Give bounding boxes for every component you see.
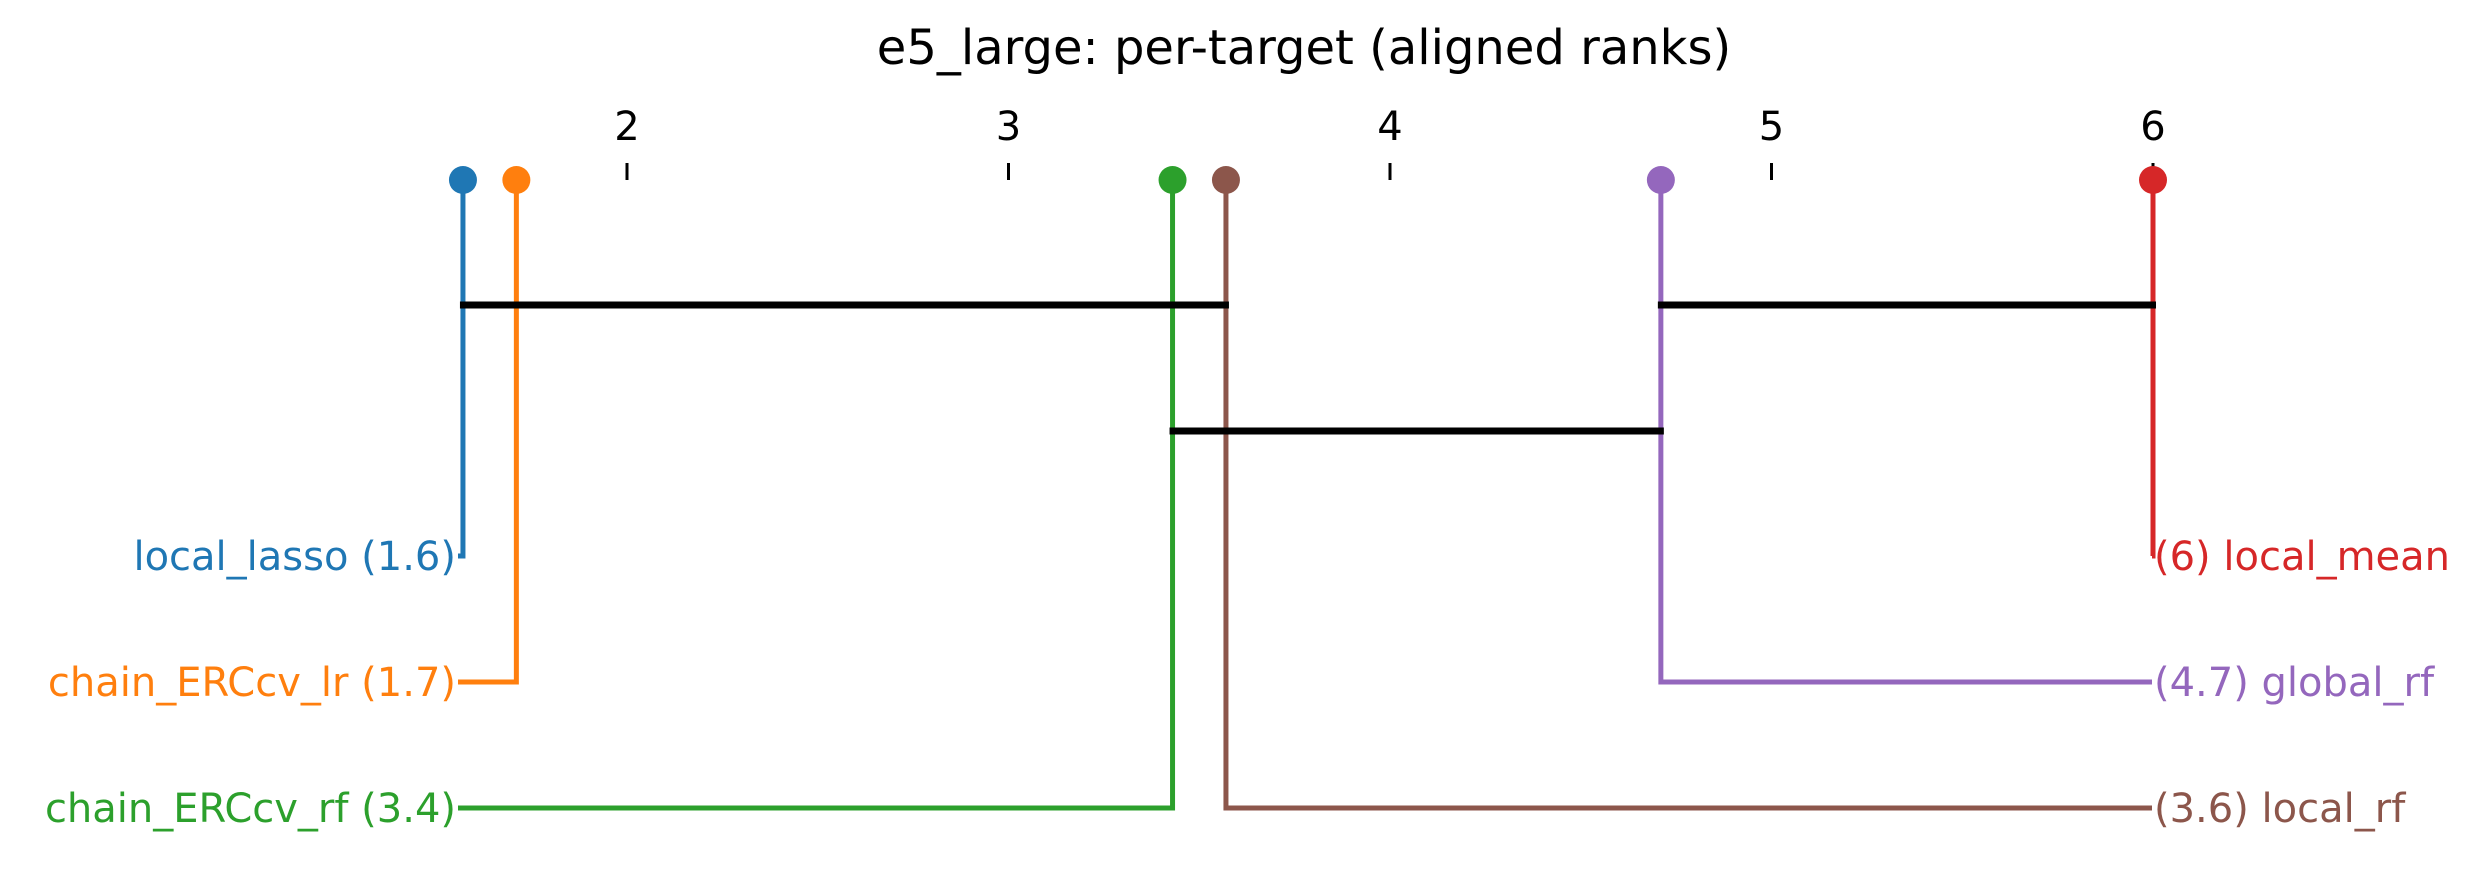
axis-tick-label: 5: [1759, 104, 1784, 150]
axis-tick-label: 2: [614, 104, 639, 150]
connector-local-rf: [1223, 180, 2152, 811]
marker-chain-erccv-lr: [502, 166, 531, 194]
axis-tick-label: 3: [996, 104, 1021, 150]
label-chain-erccv-rf: chain_ERCcv_rf (3.4): [45, 786, 456, 832]
label-chain-erccv-lr: chain_ERCcv_lr (1.7): [48, 660, 456, 706]
rank-markers: [448, 166, 2167, 194]
label-local-rf: (3.6) local_rf: [2154, 786, 2406, 832]
axis-tick-label: 4: [1377, 104, 1402, 150]
connector-chain-erccv-rf: [458, 180, 1176, 811]
connector-chain-erccv-lr: [458, 180, 519, 685]
label-local-lasso: local_lasso (1.6): [133, 534, 456, 580]
clique-bars: [459, 301, 2156, 435]
marker-chain-erccv-rf: [1158, 166, 1187, 194]
label-global-rf: (4.7) global_rf: [2154, 660, 2435, 706]
connector-local-mean: [2150, 180, 2156, 559]
connector-local-lasso: [458, 180, 466, 559]
marker-global-rf: [1646, 166, 1675, 194]
marker-local-mean: [2139, 166, 2167, 194]
axis-tick-label: 6: [2140, 104, 2165, 150]
rank-axis: 2 3 4 5 6: [614, 104, 2166, 180]
chart-title: e5_large: per-target (aligned ranks): [877, 20, 1731, 76]
marker-local-lasso: [448, 166, 477, 194]
marker-local-rf: [1211, 166, 1240, 194]
connector-global-rf: [1658, 180, 2152, 685]
method-labels: local_lasso (1.6) chain_ERCcv_lr (1.7) cha…: [45, 534, 2450, 832]
label-local-mean: (6) local_mean: [2154, 534, 2450, 580]
method-connectors: [458, 180, 2156, 811]
